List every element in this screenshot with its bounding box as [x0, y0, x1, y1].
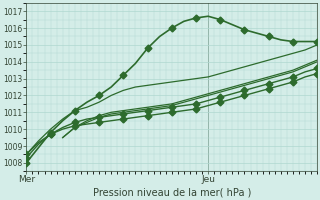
X-axis label: Pression niveau de la mer( hPa ): Pression niveau de la mer( hPa ) [92, 187, 251, 197]
